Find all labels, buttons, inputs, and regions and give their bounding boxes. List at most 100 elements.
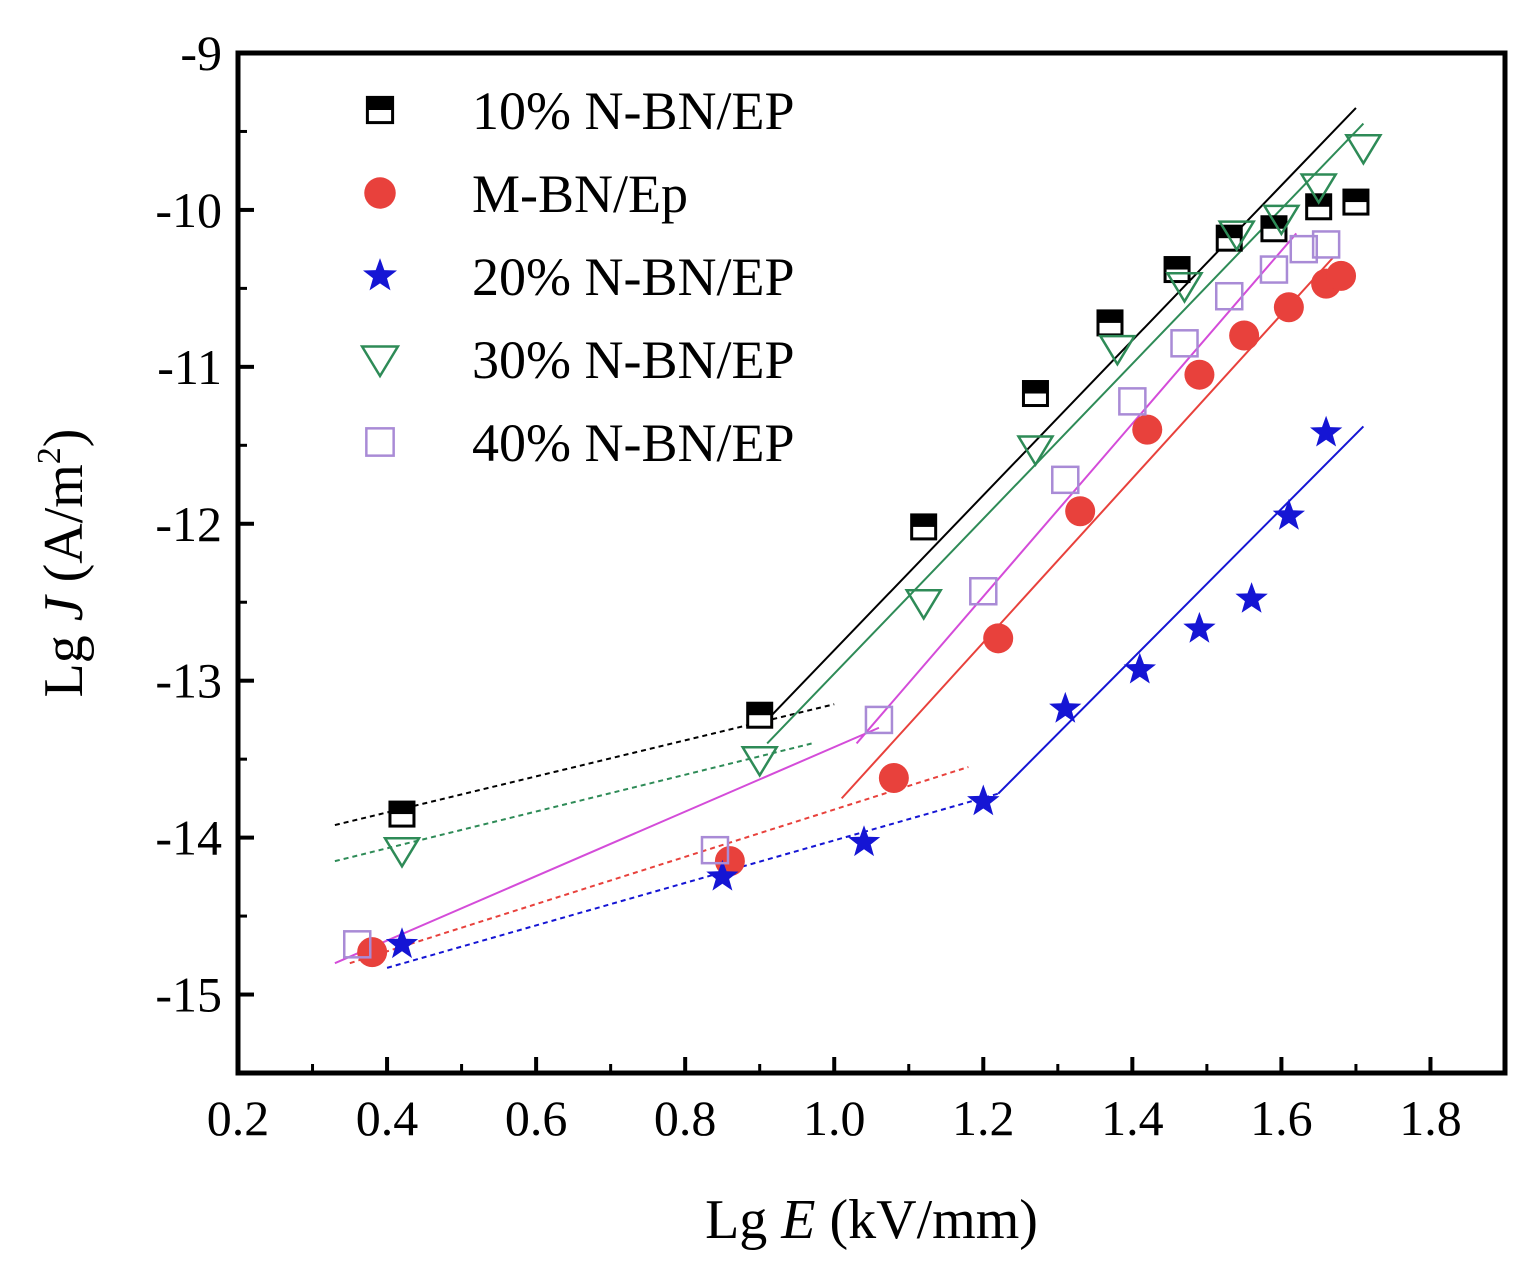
marker-star	[967, 784, 1000, 816]
legend-label: 20% N-BN/EP	[472, 247, 795, 307]
marker-circle	[983, 623, 1014, 654]
marker-square-open	[1259, 255, 1289, 284]
marker-circle	[1273, 292, 1304, 323]
marker-triangle	[740, 746, 779, 778]
legend-item: M-BN/Ep	[364, 164, 688, 224]
marker-square-fill	[1097, 310, 1122, 323]
legend-item: 10% N-BN/EP	[365, 81, 795, 141]
x-tick-label: 0.4	[356, 1090, 419, 1146]
marker-square-fill	[1343, 190, 1368, 203]
marker-triangle	[1217, 220, 1256, 253]
legend-item: 40% N-BN/EP	[365, 413, 795, 473]
series-40-n-bn-ep	[342, 230, 1341, 959]
marker-star	[385, 927, 419, 959]
legend-label: 10% N-BN/EP	[472, 81, 795, 141]
series-20-n-bn-ep	[385, 415, 1343, 959]
marker-circle	[878, 762, 909, 793]
marker-circle	[1229, 320, 1260, 351]
marker-star	[1049, 691, 1082, 723]
legend-item: 20% N-BN/EP	[363, 247, 795, 307]
y-tick-label: -9	[180, 25, 222, 81]
marker-square-fill	[747, 703, 772, 716]
marker-circle	[1132, 414, 1163, 445]
marker-square-open	[365, 427, 395, 457]
series-10-n-bn-ep	[388, 188, 1370, 828]
marker-square-fill	[1023, 381, 1048, 394]
y-tick-label: -11	[157, 339, 222, 395]
marker-triangle	[1344, 134, 1383, 166]
legend-label: 40% N-BN/EP	[472, 413, 795, 473]
marker-star	[847, 825, 881, 857]
y-tick-label: -15	[155, 967, 222, 1023]
marker-circle	[1326, 260, 1357, 291]
fit-line	[766, 107, 1357, 721]
marker-square-open	[700, 835, 730, 865]
legend-label: M-BN/Ep	[472, 164, 688, 224]
y-axis-title: Lg J (A/m2)	[31, 429, 95, 698]
marker-star	[1235, 582, 1268, 613]
x-tick-label: 0.2	[207, 1090, 270, 1146]
marker-star	[1123, 652, 1156, 684]
data-markers	[342, 134, 1383, 968]
x-tick-label: 0.6	[505, 1090, 568, 1146]
fit-line	[997, 425, 1365, 795]
marker-square-open	[1170, 329, 1199, 358]
marker-triangle	[1262, 204, 1301, 237]
fit-line	[334, 703, 835, 827]
marker-square-open	[1289, 234, 1319, 264]
x-axis-title-suffix: (kV/mm)	[816, 1189, 1038, 1251]
x-tick-label: 0.8	[654, 1090, 717, 1146]
marker-square-fill	[367, 97, 393, 110]
marker-square-fill	[389, 802, 414, 815]
marker-circle	[1065, 496, 1096, 527]
legend-label: 30% N-BN/EP	[472, 330, 795, 390]
marker-square-open	[1311, 230, 1341, 259]
y-axis-title-superscript: 2	[31, 447, 68, 464]
marker-star	[1272, 498, 1305, 530]
fit-line	[855, 232, 1298, 745]
marker-circle	[1184, 359, 1215, 390]
marker-star	[363, 258, 397, 291]
legend: 10% N-BN/EP M-BN/Ep 20% N-BN/EP 30% N-BN/EP…	[359, 81, 795, 473]
marker-circle	[357, 937, 388, 968]
marker-square-open	[1051, 465, 1080, 495]
x-tick-label: 1.8	[1399, 1090, 1462, 1146]
marker-square-open	[1118, 387, 1147, 416]
marker-square-fill	[1165, 257, 1190, 270]
fit-lines	[334, 107, 1365, 969]
y-axis-title-suffix: (A/m	[33, 464, 95, 596]
x-tick-label: 1.2	[952, 1090, 1015, 1146]
y-tick-label: -13	[155, 653, 222, 709]
marker-star	[1183, 611, 1216, 643]
marker-triangle	[1165, 272, 1204, 304]
x-axis-title: Lg E (kV/mm)	[705, 1189, 1038, 1251]
x-tick-label: 1.0	[803, 1090, 866, 1146]
fit-line	[334, 726, 880, 965]
y-tick-label: -12	[155, 496, 222, 552]
marker-triangle	[904, 589, 943, 621]
series-m-bn-ep	[357, 260, 1357, 968]
marker-star	[1310, 415, 1343, 447]
marker-triangle	[382, 837, 422, 869]
marker-square-open	[864, 705, 894, 735]
axis-tick-labels: 0.2 0.4 0.6 0.8 1.0 1.2 1.4 1.6 1.8 -9 -10 -11 -12 -1…	[155, 25, 1461, 1146]
fit-line	[386, 792, 999, 969]
marker-square-open	[1214, 281, 1244, 311]
x-tick-label: 1.4	[1101, 1090, 1164, 1146]
marker-star	[706, 859, 739, 891]
y-axis-title-var: J	[33, 593, 95, 621]
series-30-n-bn-ep	[382, 134, 1383, 869]
marker-square-open	[969, 576, 998, 606]
x-tick-label: 1.6	[1250, 1090, 1313, 1146]
marker-square-open	[342, 930, 372, 959]
axis-ticks	[236, 51, 1433, 1073]
legend-item: 30% N-BN/EP	[359, 330, 795, 390]
marker-circle	[364, 177, 396, 209]
y-tick-label: -10	[155, 182, 222, 238]
marker-square-fill	[911, 514, 936, 527]
marker-triangle	[1098, 334, 1137, 367]
x-axis-title-prefix: Lg	[705, 1189, 781, 1251]
marker-triangle	[359, 345, 401, 379]
marker-triangle	[1299, 173, 1338, 205]
plot-frame	[235, 50, 1508, 1076]
